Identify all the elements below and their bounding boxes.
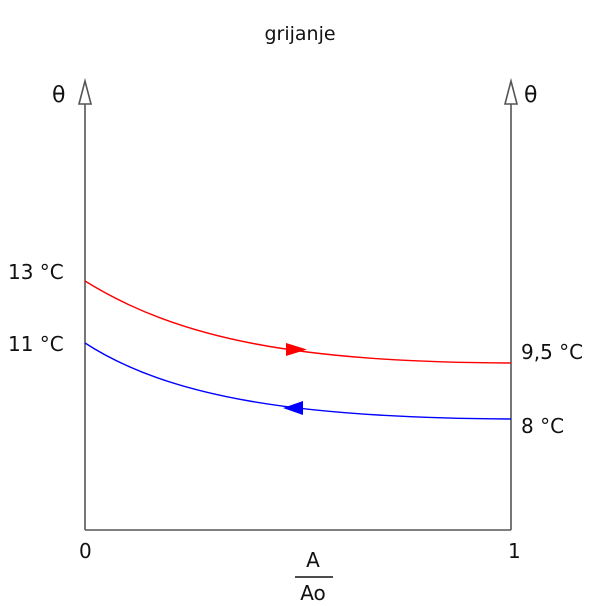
cold-fluid-curve <box>84 342 512 420</box>
right-bottom-value: 8 °C <box>521 414 564 438</box>
hot-fluid-curve <box>84 280 512 364</box>
x-end-label: 1 <box>508 539 521 563</box>
right-axis-label: θ <box>524 83 537 108</box>
right-axis-arrow-icon <box>503 77 519 105</box>
x-start-label: 0 <box>79 539 92 563</box>
cold-flow-arrow-icon <box>283 401 303 415</box>
hot-flow-arrow-icon <box>286 343 307 356</box>
right-top-value: 9,5 °C <box>521 340 583 364</box>
left-axis-arrow-icon <box>77 77 93 105</box>
x-axis-numerator: A <box>306 548 320 572</box>
left-axis-label: θ <box>52 83 65 108</box>
left-top-value: 13 °C <box>8 260 64 284</box>
diagram-title: grijanje <box>264 23 335 45</box>
x-axis-denominator: Ao <box>300 581 326 605</box>
left-bottom-value: 11 °C <box>8 332 64 356</box>
